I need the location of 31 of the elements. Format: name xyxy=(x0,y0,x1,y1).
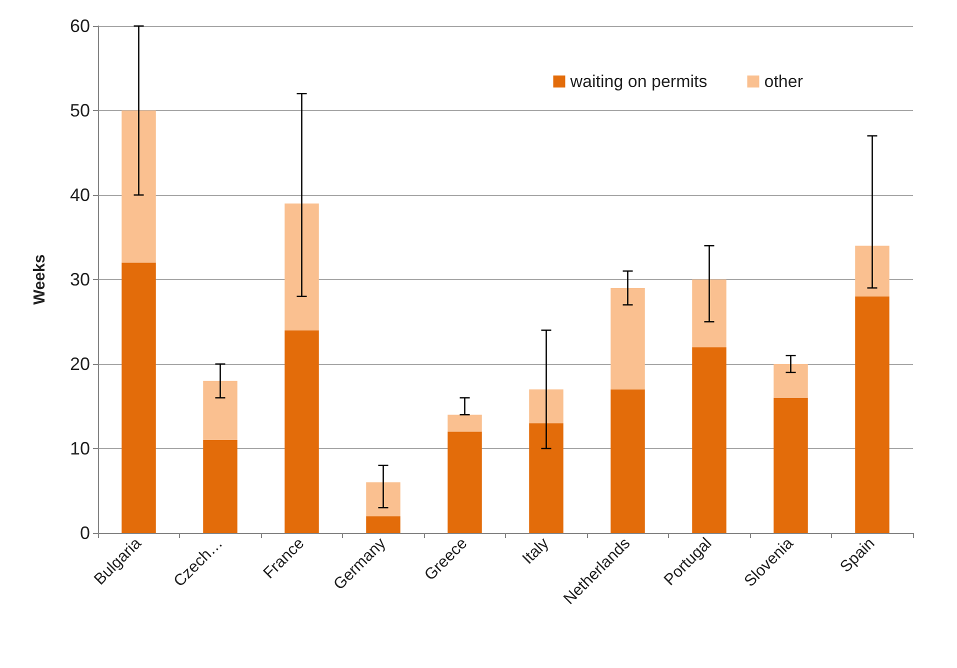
bar xyxy=(529,423,564,533)
y-tick-label: 60 xyxy=(70,16,90,36)
y-tick-label: 0 xyxy=(80,523,90,543)
bar xyxy=(203,380,238,440)
bar xyxy=(122,262,156,533)
y-tick-label: 30 xyxy=(70,270,90,290)
bar xyxy=(610,288,645,390)
bar xyxy=(284,330,319,533)
x-tick-label: Italy xyxy=(520,534,552,568)
bar xyxy=(692,280,726,348)
y-tick-label: 20 xyxy=(70,354,90,374)
legend-label: waiting on permits xyxy=(569,72,708,91)
bar xyxy=(122,110,156,263)
bar xyxy=(366,482,400,516)
bar xyxy=(203,440,238,533)
bar xyxy=(284,203,319,330)
bar xyxy=(692,347,726,533)
legend-label: other xyxy=(764,72,804,91)
bar xyxy=(448,432,482,533)
y-tick-label: 50 xyxy=(70,100,90,120)
bar xyxy=(529,389,564,424)
bar xyxy=(366,516,400,533)
bar xyxy=(610,389,645,533)
y-tick-label: 10 xyxy=(70,438,90,458)
bar xyxy=(448,414,482,432)
y-axis-title: Weeks xyxy=(32,254,48,305)
y-tick-label: 40 xyxy=(70,185,90,205)
bar xyxy=(855,296,890,533)
bar xyxy=(774,398,808,533)
bar xyxy=(774,364,808,398)
bar xyxy=(855,246,890,296)
